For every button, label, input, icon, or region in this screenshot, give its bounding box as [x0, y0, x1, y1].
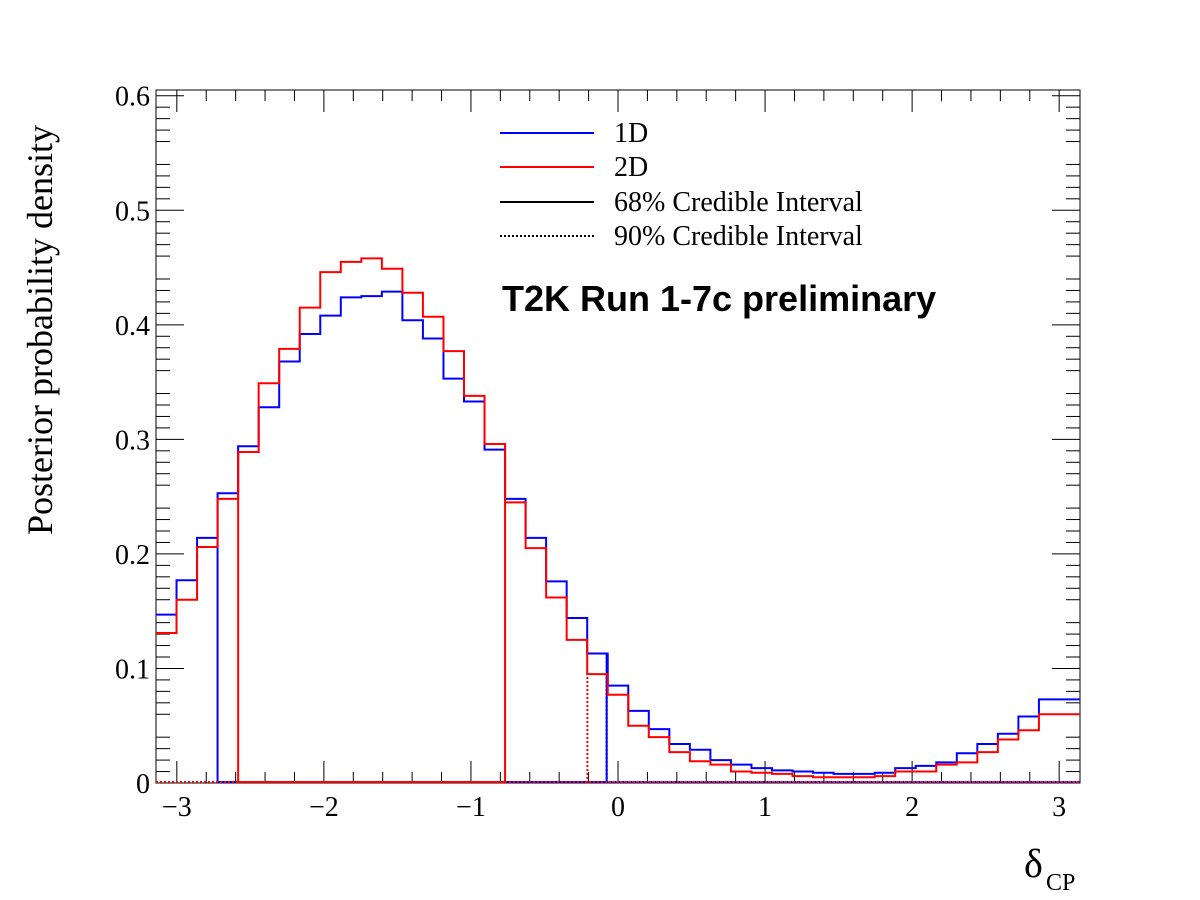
y-tick-label: 0.1 [115, 654, 150, 685]
x-tick-label: −3 [162, 792, 192, 823]
x-tick-label: 1 [758, 792, 772, 823]
x-axis-label-sub: CP [1046, 870, 1075, 896]
chart-annotation: T2K Run 1-7c preliminary [502, 278, 936, 319]
x-tick-label: −1 [456, 792, 486, 823]
axis-tick-labels: −3 −2 −1 0 1 2 3 0 0.1 0.2 0.3 0.4 0.5 0.6 [115, 82, 1066, 823]
legend: 1D 2D 68% Credible Interval 90% Credible… [500, 118, 863, 252]
y-tick-label: 0.6 [115, 82, 150, 113]
legend-68ci-label: 68% Credible Interval [614, 187, 863, 218]
y-axis-label: Posterior probability density [20, 125, 60, 535]
credible-interval-lines [156, 443, 1080, 783]
y-tick-label: 0.4 [115, 311, 150, 342]
x-axis-label-main: δ [1024, 841, 1043, 886]
y-tick-label: 0.5 [115, 196, 150, 227]
histogram-series [156, 257, 1080, 779]
series-1d-line [156, 290, 1080, 775]
legend-90ci-label: 90% Credible Interval [614, 221, 863, 252]
x-tick-label: 0 [611, 792, 625, 823]
x-tick-label: 2 [905, 792, 919, 823]
y-tick-label: 0.3 [115, 425, 150, 456]
y-tick-label: 0 [136, 769, 150, 800]
y-tick-label: 0.2 [115, 540, 150, 571]
x-tick-label: 3 [1052, 792, 1066, 823]
series-2d-line [156, 257, 1080, 779]
x-axis-label: δ CP [1024, 841, 1075, 896]
legend-1d-label: 1D [614, 118, 648, 149]
x-tick-label: −2 [309, 792, 339, 823]
axis-ticks [156, 90, 1080, 784]
legend-2d-label: 2D [614, 152, 648, 183]
